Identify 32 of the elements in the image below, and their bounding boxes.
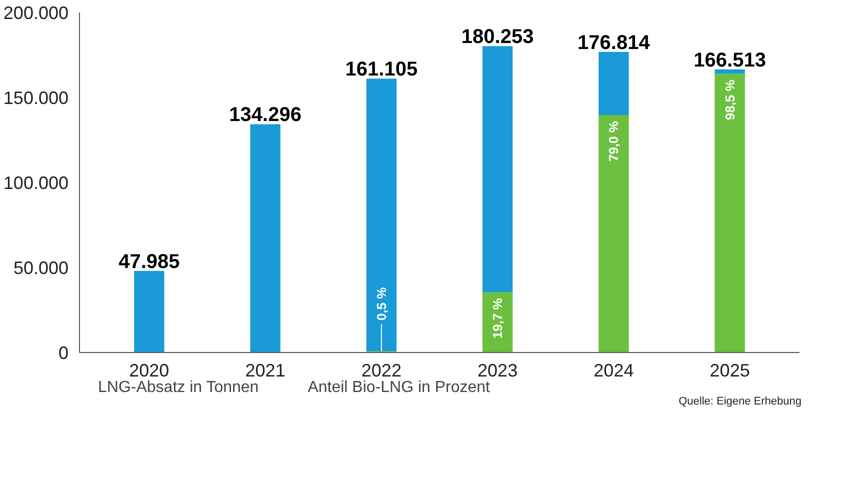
y-tick-label: 0 [58,343,69,363]
x-tick-label: 2023 [478,360,518,380]
annotation: 98,5 % [722,79,738,120]
y-tick-label: 100.000 [3,173,69,193]
bar [714,74,745,352]
series-label: Anteil Bio-LNG in Prozent [308,379,490,397]
x-tick-label: 2022 [361,360,402,380]
total-label: 161.105 [345,58,418,81]
series-label: LNG-Absatz in Tonnen [98,379,259,397]
total-label: 166.513 [694,49,766,72]
annotation: 79,0 % [606,120,622,162]
x-tick-label: 2021 [245,360,286,380]
x-tick-label: 2025 [710,360,750,380]
x-tick-label: 2024 [594,360,634,380]
bar [714,69,745,74]
bar [134,270,164,352]
y-tick-label: 150.000 [3,88,69,108]
source-note: Quelle: Eigene Erhebung [678,396,802,408]
x-tick-label: 2020 [129,360,170,380]
bar [598,52,629,116]
bar [482,46,513,292]
annotation: 19,7 % [490,298,506,339]
total-label: 47.985 [118,250,180,273]
total-label: 180.253 [461,26,534,48]
total-label: 176.814 [578,32,651,54]
y-tick-label: 50.000 [13,258,69,278]
total-label: 134.296 [229,104,302,126]
bar [366,78,397,352]
annotation: 0,5 % [374,286,389,321]
bar [250,124,280,352]
bar [598,115,629,352]
y-tick-label: 200.000 [3,3,69,23]
